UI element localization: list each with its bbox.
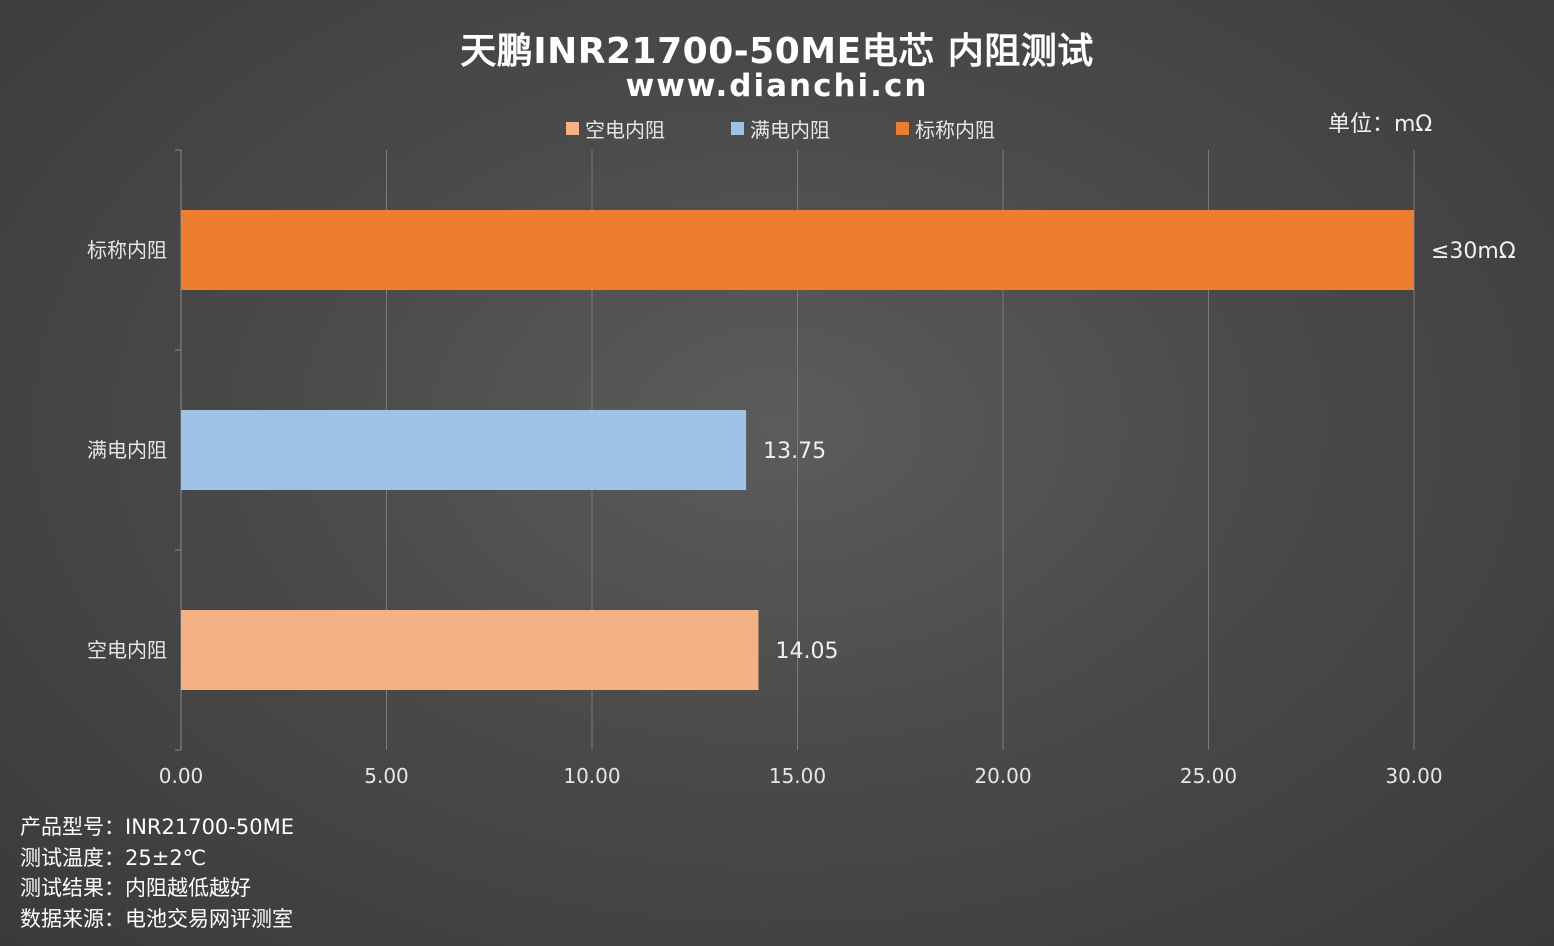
- legend-swatch-nominal: [896, 121, 909, 135]
- bar: [181, 410, 747, 490]
- x-tick-label: 25.00: [1180, 764, 1237, 788]
- data-label: 13.75: [763, 439, 826, 464]
- x-tick-label: 30.00: [1385, 764, 1442, 788]
- note-result: 测试结果：内阻越低越好: [20, 876, 251, 900]
- x-tick-label: 20.00: [974, 764, 1031, 788]
- note-temperature: 测试温度：25±2℃: [20, 845, 207, 870]
- chart-title: 天鹏INR21700-50ME电芯 内阻测试: [460, 31, 1094, 72]
- legend-swatch-full: [731, 121, 744, 135]
- category-label: 标称内阻: [87, 238, 167, 262]
- legend-swatch-empty: [566, 121, 579, 135]
- legend: 空电内阻 满电内阻 标称内阻: [566, 114, 1061, 142]
- notes: 产品型号：INR21700-50ME 测试温度：25±2℃ 测试结果：内阻越低越…: [20, 812, 294, 934]
- bar: [181, 210, 1414, 290]
- x-tick-label: 15.00: [769, 764, 826, 788]
- legend-label-empty: 空电内阻: [585, 117, 665, 142]
- data-label: ≤30mΩ: [1431, 239, 1516, 264]
- x-tick-label: 10.00: [563, 764, 620, 788]
- unit-label: 单位：mΩ: [1328, 112, 1433, 137]
- note-model: 产品型号：INR21700-50ME: [20, 815, 294, 839]
- note-source: 数据来源：电池交易网评测室: [20, 906, 293, 931]
- legend-item-empty: 空电内阻: [566, 114, 665, 143]
- data-label: 14.05: [775, 639, 838, 664]
- legend-label-full: 满电内阻: [750, 117, 830, 142]
- chart-subtitle: www.dianchi.cn: [625, 68, 929, 104]
- legend-item-full: 满电内阻: [731, 114, 830, 143]
- category-label: 空电内阻: [87, 638, 167, 662]
- x-tick-label: 5.00: [364, 764, 409, 788]
- legend-label-nominal: 标称内阻: [915, 117, 995, 142]
- x-tick-label: 0.00: [159, 764, 204, 788]
- legend-item-nominal: 标称内阻: [896, 114, 995, 143]
- bar: [181, 610, 759, 690]
- category-label: 满电内阻: [87, 438, 167, 462]
